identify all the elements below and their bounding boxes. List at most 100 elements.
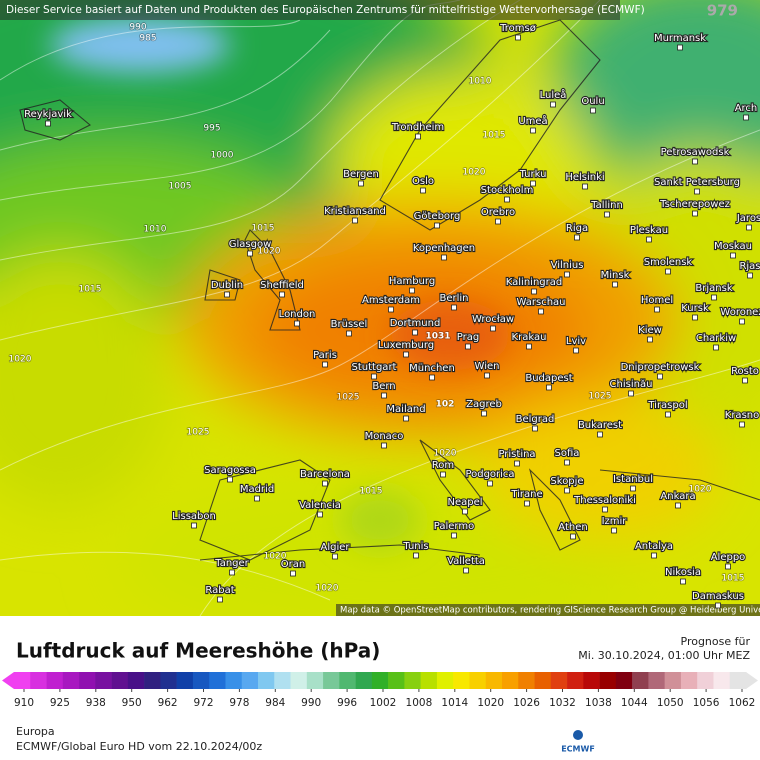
scale-tick-label: 950: [122, 697, 142, 709]
isobar-label: 1020: [9, 355, 32, 365]
city-label: Krasno: [725, 410, 759, 421]
city-marker: [247, 250, 253, 257]
city-marker: [462, 508, 468, 515]
city-label: Kaliningrad: [506, 277, 562, 288]
isobar-label: 1020: [689, 485, 712, 495]
city-marker: [739, 318, 745, 325]
city-marker: [322, 361, 328, 368]
city-marker: [646, 236, 652, 243]
isobar-label: 1020: [463, 168, 486, 178]
city-marker: [434, 222, 440, 229]
model-info: ECMWF/Global Euro HD vom 22.10.2024/00z: [16, 740, 262, 753]
city-marker: [743, 114, 749, 121]
isobar-label: 102: [436, 400, 455, 410]
city-marker: [409, 287, 415, 294]
isobar-label: 1010: [144, 225, 167, 235]
city-marker: [739, 421, 745, 428]
scale-swatch: [388, 672, 405, 689]
city-marker: [526, 343, 532, 350]
scale-swatch: [713, 672, 731, 689]
city-marker: [495, 218, 501, 225]
city-marker: [290, 570, 296, 577]
logo-icon: [573, 730, 583, 740]
city-label: Trondheim: [391, 122, 444, 133]
attribution: Map data © OpenStreetMap contributors, r…: [340, 606, 760, 616]
city-marker: [582, 183, 588, 190]
city-label: Antalya: [635, 541, 673, 552]
scale-swatch: [95, 672, 112, 689]
city-marker: [514, 460, 520, 467]
city-marker: [420, 187, 426, 194]
city-marker: [403, 351, 409, 358]
isobar-label: 1005: [169, 182, 192, 192]
city-label: Kristiansand: [324, 206, 386, 217]
scale-tick-label: 1038: [585, 697, 612, 709]
city-label: München: [409, 363, 455, 374]
scale-swatch: [62, 672, 80, 689]
city-marker: [564, 459, 570, 466]
city-label: Thessaloniki: [573, 495, 636, 506]
city-label: Oulu: [581, 96, 604, 107]
scale-arrow-right: [746, 672, 758, 689]
scale-tick-label: 925: [50, 697, 70, 709]
scale-tick-label: 1014: [441, 697, 468, 709]
city-marker: [546, 384, 552, 391]
scale-swatch: [648, 672, 665, 689]
city-marker: [515, 34, 521, 41]
scale-swatch: [306, 672, 324, 689]
scale-swatch: [453, 672, 470, 689]
city-marker: [665, 411, 671, 418]
city-label: Oran: [281, 559, 305, 570]
city-label: Podgorica: [465, 469, 514, 480]
city-marker: [229, 569, 235, 576]
city-marker: [532, 425, 538, 432]
scale-swatch: [111, 672, 129, 689]
scale-tick-label: 1050: [657, 697, 684, 709]
scale-swatch: [274, 672, 291, 689]
isobar-label: 1015: [722, 574, 745, 584]
city-label: Brüssel: [331, 319, 368, 330]
scale-tick-label: 996: [337, 697, 357, 709]
scale-tick-label: 984: [265, 697, 285, 709]
scale-tick-label: 1032: [549, 697, 576, 709]
city-label: Pleskau: [630, 225, 668, 236]
city-label: Arch: [735, 103, 758, 114]
city-marker: [381, 442, 387, 449]
city-marker: [531, 288, 537, 295]
scale-swatch: [534, 672, 552, 689]
city-marker: [654, 306, 660, 313]
city-marker: [564, 271, 570, 278]
city-label: Tanger: [214, 558, 249, 569]
city-marker: [692, 314, 698, 321]
city-label: Skopje: [550, 476, 583, 487]
city-label: Kiew: [638, 325, 662, 336]
city-marker: [713, 344, 719, 351]
city-marker: [294, 320, 300, 327]
scale-tick-label: 1056: [693, 697, 720, 709]
city-label: Dublin: [211, 280, 243, 291]
scale-swatch: [583, 672, 600, 689]
city-marker: [746, 224, 752, 231]
city-marker: [530, 127, 536, 134]
city-label: Amsterdam: [362, 295, 420, 306]
city-label: Monaco: [365, 431, 404, 442]
city-marker: [254, 495, 260, 502]
city-marker: [657, 373, 663, 380]
city-label: Warschau: [517, 297, 566, 308]
city-label: Krakau: [512, 332, 547, 343]
city-label: Lissabon: [172, 511, 216, 522]
isobar-label: 1025: [337, 393, 360, 403]
isobar-label: 995: [203, 124, 220, 134]
forecast-time: Mi. 30.10.2024, 01:00 Uhr MEZ: [578, 649, 750, 662]
city-label: Zagreb: [466, 399, 502, 410]
city-label: Bergen: [343, 169, 379, 180]
city-label: Palermo: [434, 521, 474, 532]
city-marker: [388, 306, 394, 313]
city-marker: [725, 563, 731, 570]
city-marker: [647, 336, 653, 343]
city-marker: [680, 578, 686, 585]
city-label: Sheffield: [260, 280, 304, 291]
scale-swatch: [192, 672, 210, 689]
city-marker: [574, 234, 580, 241]
